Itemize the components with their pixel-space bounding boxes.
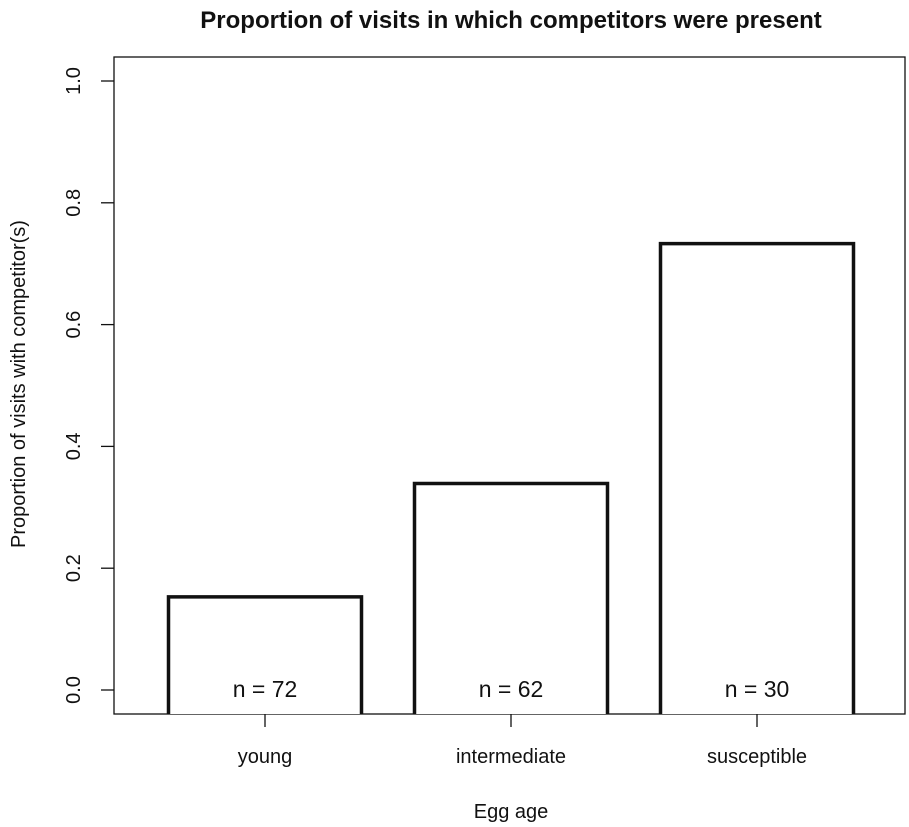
y-tick-label: 0.8 (63, 189, 85, 217)
bar-n-label: n = 62 (479, 676, 544, 702)
x-tick-label-susceptible: susceptible (707, 746, 807, 768)
y-axis-label: Proportion of visits with competitor(s) (8, 220, 30, 548)
y-tick-label: 0.6 (63, 311, 85, 339)
x-axis-label: Egg age (474, 801, 549, 823)
x-tick-label-young: young (238, 746, 293, 768)
y-tick-label: 1.0 (63, 67, 85, 95)
y-tick-label: 0.2 (63, 554, 85, 582)
chart-title: Proportion of visits in which competitor… (200, 7, 821, 34)
bar-n-label: n = 30 (725, 676, 790, 702)
bar-n-label: n = 72 (233, 676, 298, 702)
x-tick-label-intermediate: intermediate (456, 746, 566, 768)
bar-susceptible (658, 241, 856, 714)
y-tick-label: 0.0 (63, 676, 85, 704)
y-axis: 0.0 0.2 0.4 0.6 0.8 1.0 (63, 67, 114, 704)
bar-young (166, 595, 364, 714)
y-tick-label: 0.4 (63, 432, 85, 460)
x-axis: young intermediate susceptible (238, 714, 807, 768)
bars-group: n = 72 n = 62 n = 30 (166, 241, 856, 714)
bar-intermediate (412, 481, 610, 714)
